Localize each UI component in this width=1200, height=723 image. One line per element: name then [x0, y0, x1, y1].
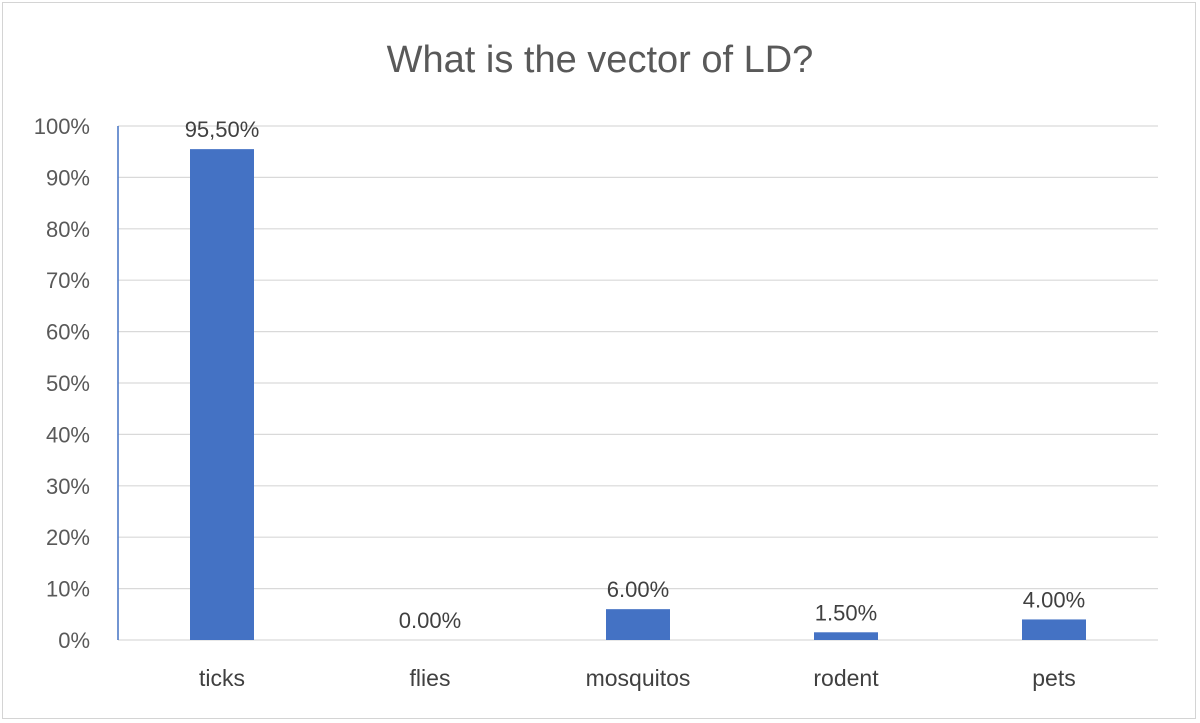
data-label-mosquitos: 6.00% — [607, 577, 669, 602]
y-tick-label: 40% — [46, 422, 90, 447]
data-label-ticks: 95,50% — [185, 117, 260, 142]
y-axis-ticks: 0% 10% 20% 30% 40% 50% 60% 70% 80% 90% 100% — [34, 114, 90, 653]
gridlines — [118, 125, 1158, 641]
y-tick-label: 10% — [46, 577, 90, 602]
x-axis-categories: ticks flies mosquitos rodent pets — [199, 665, 1076, 691]
y-tick-label: 90% — [46, 165, 90, 190]
bars — [190, 149, 1086, 640]
y-tick-label: 20% — [46, 525, 90, 550]
bar-pets — [1022, 619, 1086, 640]
data-label-rodent: 1.50% — [815, 600, 877, 625]
bar-mosquitos — [606, 609, 670, 640]
y-tick-label: 80% — [46, 217, 90, 242]
y-tick-label: 30% — [46, 474, 90, 499]
bar-ticks — [190, 149, 254, 640]
category-label-rodent: rodent — [813, 665, 879, 691]
data-labels: 95,50% 0.00% 6.00% 1.50% 4.00% — [185, 117, 1086, 633]
y-tick-label: 50% — [46, 371, 90, 396]
bar-rodent — [814, 632, 878, 640]
y-tick-label: 0% — [58, 628, 90, 653]
y-tick-label: 70% — [46, 268, 90, 293]
data-label-pets: 4.00% — [1023, 587, 1085, 612]
y-tick-label: 60% — [46, 320, 90, 345]
y-tick-label: 100% — [34, 114, 90, 139]
category-label-ticks: ticks — [199, 665, 245, 691]
chart-title: What is the vector of LD? — [387, 39, 814, 81]
category-label-mosquitos: mosquitos — [586, 665, 691, 691]
data-label-flies: 0.00% — [399, 608, 461, 633]
category-label-flies: flies — [410, 665, 451, 691]
category-label-pets: pets — [1032, 665, 1075, 691]
